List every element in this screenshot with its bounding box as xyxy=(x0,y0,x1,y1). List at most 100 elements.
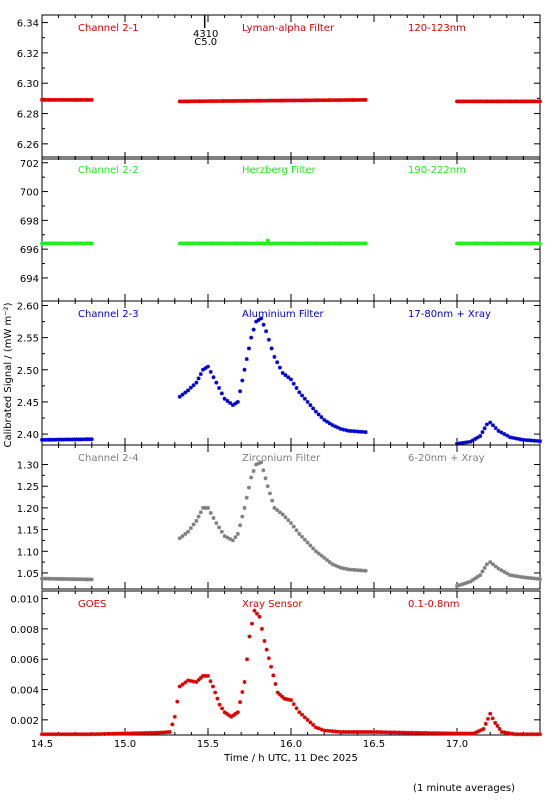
data-point xyxy=(283,373,288,378)
data-point xyxy=(208,369,213,374)
panel-label: Xray Sensor xyxy=(242,599,303,610)
data-point xyxy=(282,241,287,246)
data-point xyxy=(193,99,198,104)
data-point xyxy=(211,375,216,380)
flare-marker-class: C5.0 xyxy=(194,37,217,48)
data-point xyxy=(198,510,203,515)
data-point xyxy=(494,99,499,104)
data-point xyxy=(472,99,477,104)
data-point xyxy=(68,97,73,102)
data-point xyxy=(313,241,318,246)
data-point xyxy=(183,680,188,685)
data-point xyxy=(516,574,521,579)
data-point xyxy=(518,437,523,442)
data-point xyxy=(74,241,79,246)
data-point xyxy=(470,99,475,104)
data-point xyxy=(217,525,222,530)
data-point xyxy=(346,98,351,103)
data-point xyxy=(65,437,70,442)
data-point xyxy=(50,732,55,737)
data-point xyxy=(468,731,473,736)
data-point xyxy=(266,656,271,661)
data-point xyxy=(236,241,241,246)
panel-label: Channel 2-3 xyxy=(78,309,139,320)
data-point xyxy=(293,98,298,103)
data-point xyxy=(162,730,167,735)
data-point xyxy=(83,241,88,246)
data-point xyxy=(468,439,473,444)
data-point xyxy=(300,241,305,246)
data-point xyxy=(532,576,537,581)
data-point xyxy=(65,577,70,582)
data-point xyxy=(42,437,47,442)
data-point xyxy=(74,577,79,582)
panel-label: 6-20nm + Xray xyxy=(408,453,485,464)
data-point xyxy=(191,679,196,684)
flare-marker-id: 4310 xyxy=(193,29,218,40)
data-point xyxy=(85,241,90,246)
data-point xyxy=(392,730,397,735)
data-point xyxy=(538,732,542,737)
data-point xyxy=(455,441,459,446)
data-point xyxy=(352,97,357,102)
data-point xyxy=(265,238,270,243)
panel-frame xyxy=(41,444,541,590)
data-point xyxy=(311,241,316,246)
data-point xyxy=(356,729,361,734)
y-tick-label: 2.55 xyxy=(17,334,39,345)
data-point xyxy=(123,731,127,736)
data-point xyxy=(489,99,494,104)
data-point xyxy=(308,543,313,548)
data-point xyxy=(341,241,346,246)
panel-1: 6.26 6.28 6.30 6.32 6.34 Channel 2-1 Lyman-alp… xyxy=(17,14,542,160)
data-point xyxy=(272,505,277,510)
data-point xyxy=(71,732,76,737)
data-point xyxy=(76,577,81,582)
data-point xyxy=(478,573,483,578)
data-point xyxy=(186,99,191,104)
data-point xyxy=(505,730,510,735)
data-point xyxy=(164,730,169,735)
data-point xyxy=(465,440,470,445)
y-tick-label: 6.26 xyxy=(17,140,39,151)
data-point xyxy=(487,241,492,246)
data-point xyxy=(474,99,479,104)
data-point xyxy=(348,241,353,246)
data-point xyxy=(485,716,490,721)
data-point xyxy=(415,730,420,735)
data-point xyxy=(520,241,525,246)
data-point xyxy=(85,97,90,102)
data-point xyxy=(434,731,439,736)
data-point xyxy=(232,241,237,246)
data-point xyxy=(81,577,86,582)
data-point xyxy=(468,99,473,104)
data-point xyxy=(300,393,305,398)
data-point xyxy=(280,241,285,246)
data-point xyxy=(418,730,423,735)
panel-label: Lyman-alpha Filter xyxy=(242,23,335,34)
data-point xyxy=(276,98,281,103)
data-point xyxy=(52,241,57,246)
data-point xyxy=(208,241,213,246)
data-point xyxy=(402,730,407,735)
data-point xyxy=(478,434,483,438)
data-point xyxy=(535,241,540,246)
data-point xyxy=(259,460,264,465)
data-point xyxy=(360,568,365,573)
data-point xyxy=(50,576,55,581)
data-point xyxy=(297,531,302,536)
data-point xyxy=(271,98,276,103)
data-point xyxy=(145,730,150,735)
data-point xyxy=(230,241,235,246)
data-point xyxy=(179,241,184,246)
data-point xyxy=(214,521,219,526)
data-point xyxy=(254,241,259,246)
data-point xyxy=(468,241,473,246)
data-point xyxy=(201,505,206,510)
data-point xyxy=(315,98,320,103)
y-tick-label: 698 xyxy=(20,216,39,227)
data-point xyxy=(463,99,468,104)
data-point xyxy=(463,731,468,736)
data-point xyxy=(193,241,198,246)
data-point xyxy=(316,412,321,417)
